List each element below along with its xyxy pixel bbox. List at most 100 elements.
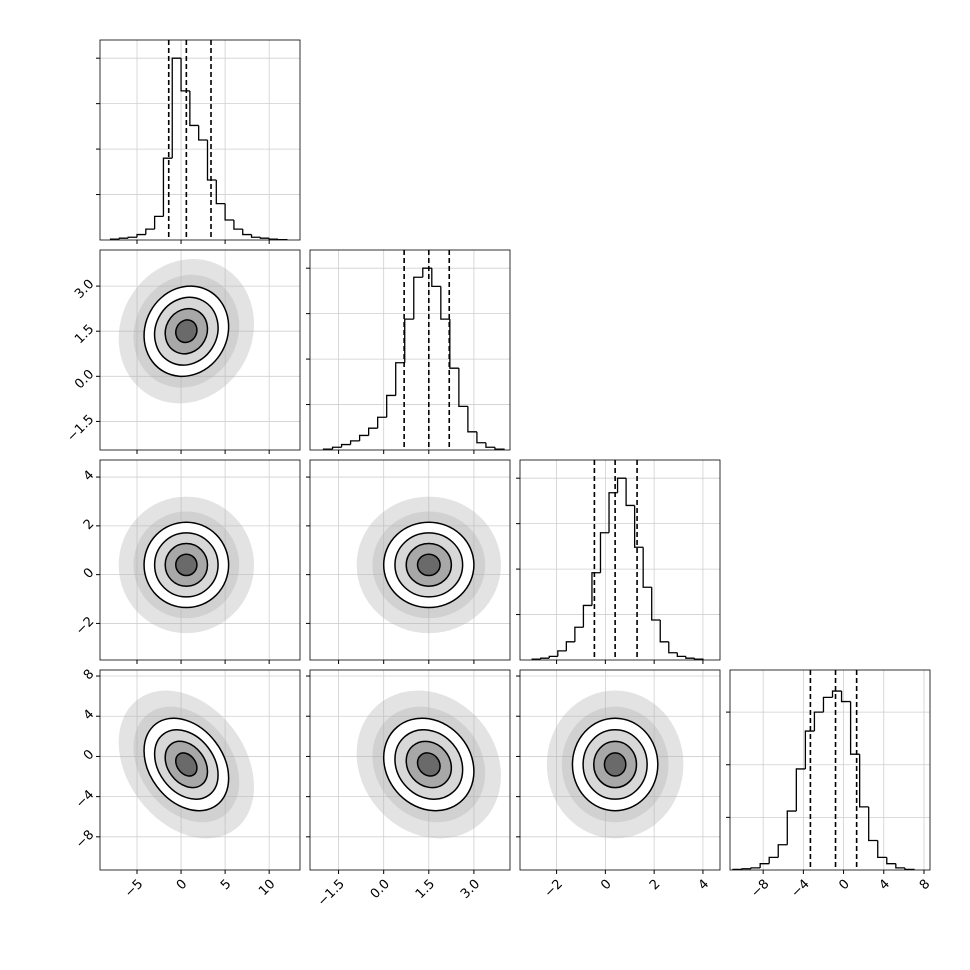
histogram-bin (750, 867, 761, 869)
histogram-bin (171, 57, 182, 159)
histogram-bin (633, 505, 644, 548)
contour (164, 542, 209, 587)
x-tick-label: −1.5 (315, 877, 348, 910)
panel-frame (99, 669, 301, 871)
contour (382, 717, 475, 812)
histogram-bin (250, 234, 261, 238)
x-tick-label: 0 (174, 877, 190, 893)
x-tick-label: 10 (256, 877, 278, 899)
x-tick-label: −2 (542, 877, 566, 901)
histogram-bin (840, 691, 851, 703)
y-tick-label: 0 (81, 565, 97, 581)
histogram-bin (685, 656, 695, 659)
x-tick-label: −5 (122, 877, 146, 901)
density-fill (417, 554, 441, 576)
y-tick-label: 2 (81, 517, 97, 533)
histogram-bin (599, 532, 610, 573)
contour (153, 532, 219, 598)
histogram-bin (476, 431, 486, 444)
density-fill (417, 752, 441, 777)
y-tick-label: 0.0 (72, 367, 97, 392)
y-tick-label: 4 (81, 707, 97, 723)
contour (405, 740, 453, 789)
histogram-bin (268, 238, 278, 240)
y-tick-label: −8 (73, 828, 97, 852)
contour (382, 521, 475, 609)
histogram-bin (540, 657, 550, 660)
histogram-bin (886, 857, 896, 865)
histogram-bin (659, 620, 669, 643)
histogram-bin (136, 233, 146, 238)
panel (100, 670, 300, 870)
y-tick-label: 4 (81, 468, 97, 484)
histogram-bin (127, 236, 138, 239)
contour (153, 729, 219, 800)
histogram-bin (858, 754, 869, 808)
histogram-bin (404, 318, 414, 363)
panel-frame (99, 459, 301, 661)
histogram-bin (422, 267, 432, 278)
histogram-bin (777, 844, 788, 858)
contour (175, 319, 198, 344)
histogram-bin (849, 701, 860, 755)
histogram-bin (206, 140, 217, 181)
y-tick-label: 1.5 (72, 322, 97, 347)
histogram-bin (162, 157, 173, 217)
contour (405, 542, 453, 587)
contour (143, 285, 230, 378)
histogram-bin (557, 650, 567, 657)
density-fill (175, 752, 197, 777)
panel-frame (99, 39, 301, 241)
histogram-bin (676, 652, 686, 658)
panel-frame (99, 249, 301, 451)
panel-frame (309, 459, 511, 661)
panel (100, 40, 300, 240)
histogram-bin (349, 440, 360, 445)
x-tick-label: 3.0 (458, 877, 483, 902)
y-tick-label: −1.5 (64, 412, 97, 445)
panel (520, 670, 720, 870)
histogram-bin (831, 690, 842, 698)
histogram-bin (431, 268, 441, 288)
x-tick-label: 0 (836, 877, 852, 893)
contour (603, 752, 627, 777)
histogram-bin (548, 655, 558, 659)
histogram-bin (386, 394, 396, 418)
histogram-bin (565, 641, 575, 651)
histogram-bin (616, 477, 627, 493)
y-tick-label: 8 (81, 667, 97, 683)
histogram-bin (413, 276, 423, 320)
histogram-bin (233, 220, 243, 230)
histogram-bin (786, 810, 797, 845)
histogram-bin (813, 711, 824, 732)
x-tick-label: 4 (877, 877, 893, 893)
contour (164, 740, 209, 789)
x-tick-label: 8 (917, 877, 933, 893)
contour (582, 729, 648, 800)
panel (100, 250, 300, 450)
panel (310, 250, 510, 450)
histogram-bin (822, 696, 833, 713)
histogram-bin (242, 229, 252, 236)
contour (143, 717, 230, 812)
histogram-bin (377, 416, 387, 429)
contour (153, 296, 219, 366)
contour (175, 553, 198, 577)
panel (310, 460, 510, 660)
histogram-bin (625, 478, 635, 507)
contour (164, 307, 209, 355)
histogram-bin (467, 406, 477, 433)
histogram-bin (804, 730, 815, 769)
histogram-bin (795, 768, 806, 812)
histogram-bin (668, 641, 678, 654)
histogram-bin (189, 90, 199, 127)
contour (416, 553, 441, 577)
y-tick-label: 3.0 (72, 277, 97, 302)
density-fill (175, 554, 197, 576)
panel (730, 670, 930, 870)
histogram-bin (642, 547, 652, 588)
histogram-bin (494, 447, 505, 450)
contour (394, 532, 464, 598)
